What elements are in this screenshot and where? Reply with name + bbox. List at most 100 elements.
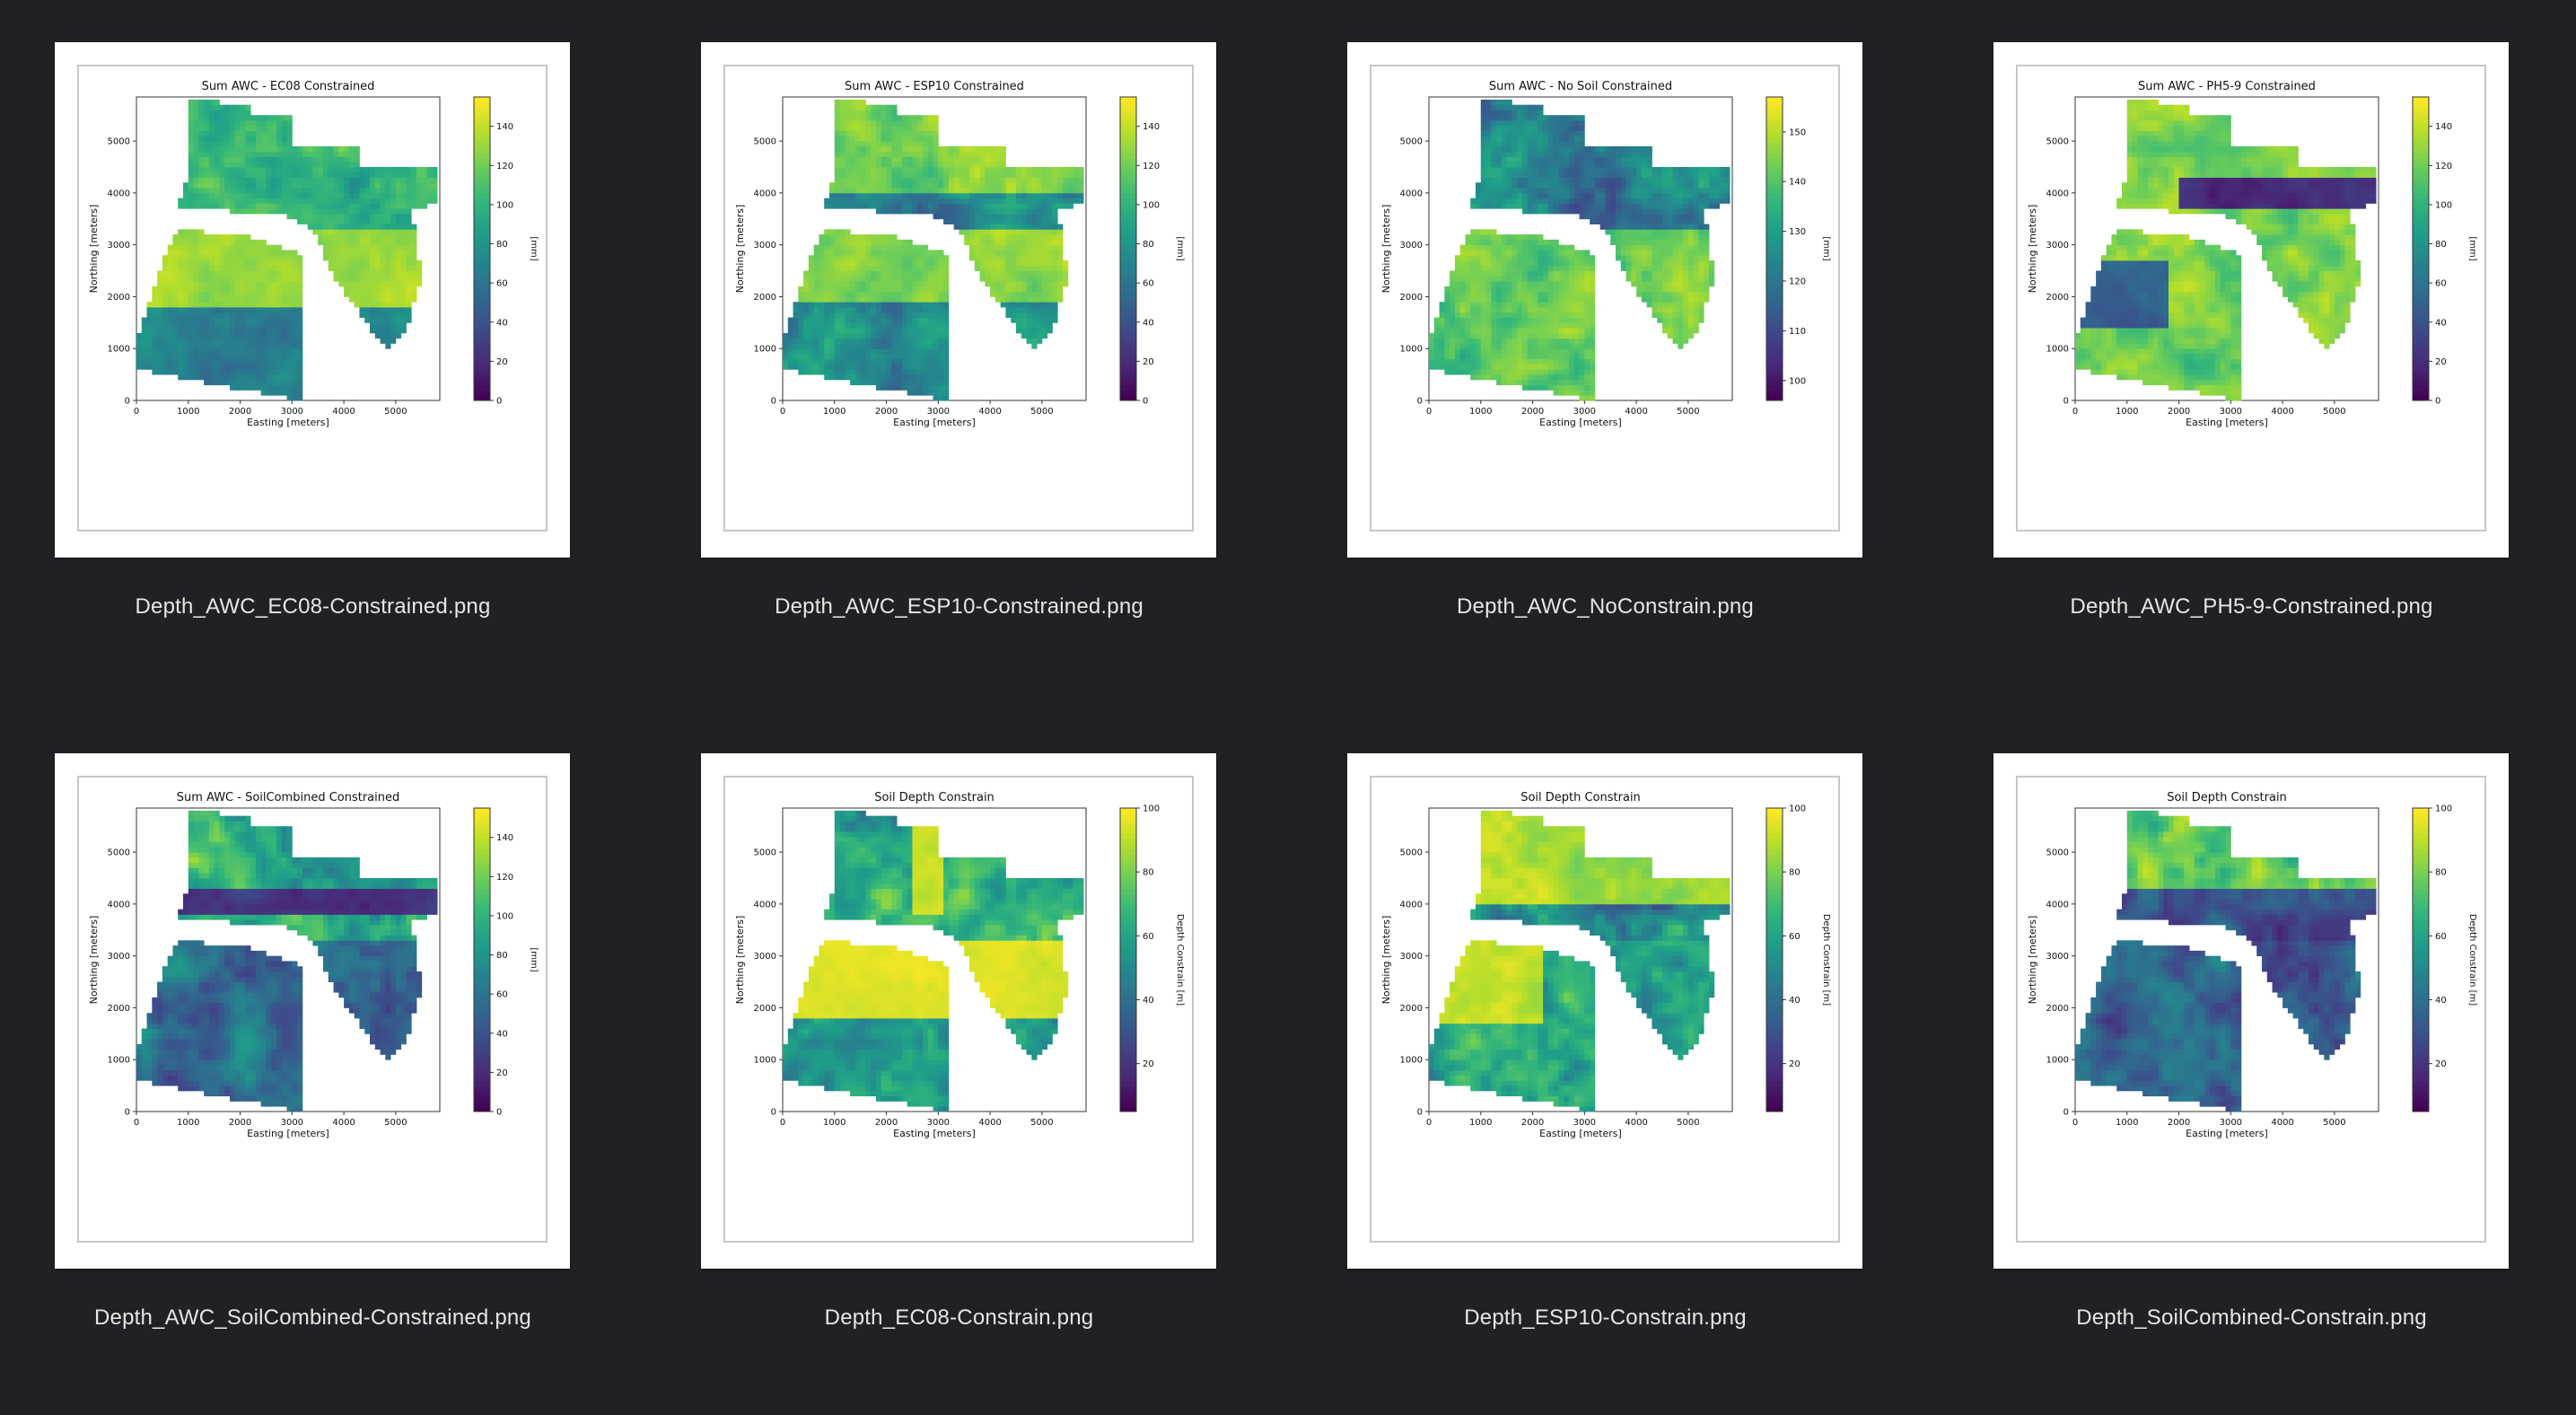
map-cell [390,214,397,220]
map-cell [829,250,836,256]
map-cell [198,244,205,250]
map-cell [234,244,241,250]
map-cell [255,317,262,323]
map-cell [1021,167,1027,173]
map-cell [1476,244,1482,250]
map-cell [380,198,386,204]
map-cell [214,379,220,386]
map-cell [1063,171,1069,178]
map-cell [839,182,846,189]
map-cell [1538,302,1544,308]
map-cell [245,328,251,334]
map-cell [230,167,236,173]
map-cell [1491,358,1497,365]
map-cell [834,234,840,241]
map-cell [1047,203,1053,209]
map-cell [1454,307,1461,313]
map-cell [927,364,933,370]
map-cell [1063,192,1069,199]
map-cell [193,338,199,344]
map-cell [380,177,386,183]
map-cell [834,203,840,209]
colorbar-segment [1120,223,1136,229]
map-cell [370,255,376,261]
map-cell [1016,171,1022,178]
map-cell [188,171,194,178]
file-thumbnail[interactable]: Sum AWC - EC08 Constrained 0 1000 2000 3000… [55,42,570,558]
map-cell [276,250,283,256]
map-cell [266,364,272,370]
map-cell [1057,192,1064,199]
map-cell [318,182,324,189]
map-cell [281,328,287,334]
map-cell [1547,162,1555,168]
map-cell [1026,322,1032,329]
map-cell [923,125,929,131]
map-cell [854,354,862,360]
map-cell [411,281,417,287]
map-cell [344,260,350,267]
map-cell [813,296,819,303]
map-cell [338,234,345,241]
map-cell [338,244,345,250]
map-cell [1011,171,1017,178]
map-cell [1527,354,1533,360]
map-cell [881,348,887,355]
map-cell [819,276,825,282]
file-item-1[interactable]: Sum AWC - EC08 Constrained 0 1000 2000 3000… [0,0,646,664]
file-thumbnail[interactable]: Sum AWC - ESP10 Constrained 0 1000 2000 300… [701,42,1216,558]
map-cell [1011,229,1017,235]
map-cell [1547,317,1555,323]
map-cell [1052,281,1058,287]
map-cell [845,260,851,267]
map-cell [1538,374,1544,381]
colorbar-segment [474,243,490,250]
map-cell [865,156,872,163]
map-cell [897,162,903,168]
map-cell [307,167,313,173]
map-cell [1511,250,1518,256]
map-cell [912,302,918,308]
map-cell [1543,307,1549,313]
map-cell [400,265,407,271]
x-tick-label: 4000 [978,407,1001,417]
file-item-2[interactable]: Sum AWC - ESP10 Constrained 0 1000 2000 300… [646,0,1292,664]
map-cell [1547,270,1555,277]
map-cell [1527,384,1533,391]
map-cell [845,354,851,360]
colorbar-tick-label: 80 [496,240,508,250]
map-cell [1543,286,1549,293]
map-cell [860,151,866,157]
map-cell [912,167,918,173]
map-cell [219,270,225,277]
map-cell [901,384,908,391]
map-cell [1517,136,1523,142]
map-cell [979,250,986,256]
map-cell [234,322,241,329]
colorbar-segment [1120,339,1136,346]
map-cell [1547,328,1555,334]
file-item-3[interactable]: Sum AWC - No Soil Constrained 0 1000 2000 3… [1292,0,1939,664]
map-cell [865,120,872,127]
map-cell [1470,286,1476,293]
map-cell [1016,328,1022,334]
colorbar-tick-label: 60 [496,279,508,289]
map-cell [1000,188,1006,194]
map-cell [850,167,856,173]
map-cell [323,156,329,163]
map-cell [938,328,944,334]
map-cell [188,332,194,339]
map-cell [886,332,892,339]
map-cell [390,317,397,323]
file-thumbnail[interactable]: Sum AWC - No Soil Constrained 0 1000 2000 3… [1347,42,1862,558]
map-cell [1429,343,1435,349]
map-cell [297,317,303,323]
map-cell [943,307,950,313]
map-cell [912,265,918,271]
map-cell [834,198,840,204]
map-cell [1491,192,1497,199]
map-cell [1476,239,1482,246]
map-cell [990,208,996,215]
map-cell [897,188,903,194]
map-cell [865,328,872,334]
